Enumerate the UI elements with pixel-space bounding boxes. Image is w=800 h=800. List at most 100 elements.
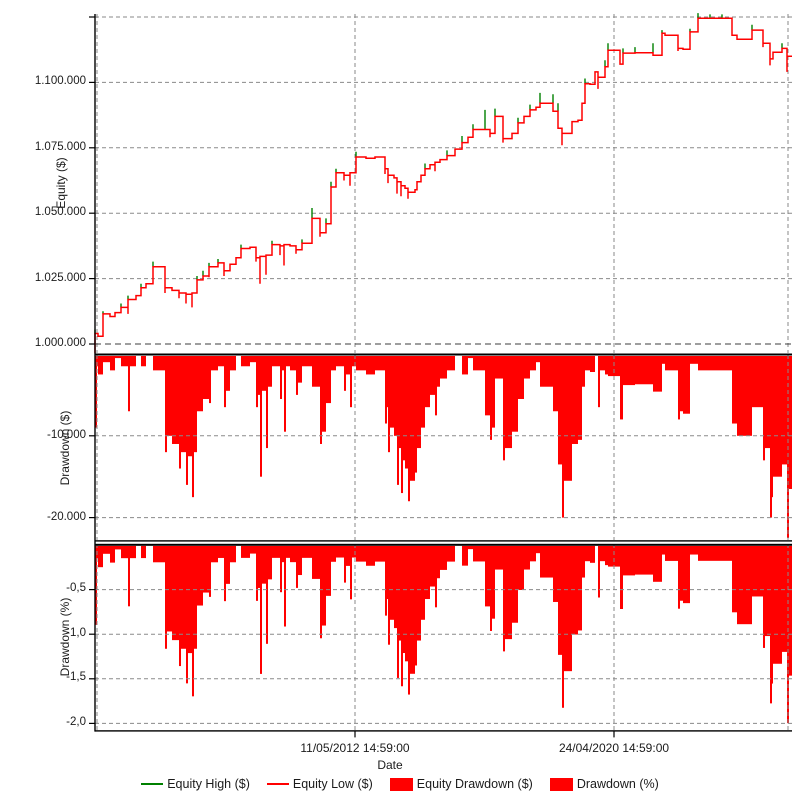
equity-drawdown-bar [350, 356, 356, 367]
drawdown-pct-spike [401, 546, 403, 687]
drawdown-pct-bar [326, 546, 331, 596]
equity-drawdown-spike [256, 356, 258, 408]
equity-drawdown-bar [366, 356, 375, 375]
equity-drawdown-bar [562, 356, 572, 481]
drawdown-pct-bar [230, 546, 236, 563]
y-tick-mark [89, 722, 95, 724]
equity-high-series [94, 13, 783, 334]
equity-drawdown-bar [230, 356, 236, 371]
drawdown-pct-spike [562, 546, 564, 708]
equity-drawdown-bar [530, 356, 536, 371]
equity-drawdown-bar [553, 356, 558, 412]
equity-drawdown-bar [782, 356, 787, 465]
drawdown-pct-bar [430, 546, 435, 587]
drawdown-pct-bar [344, 546, 350, 566]
drawdown-pct-bar [302, 546, 312, 558]
drawdown-pct-spike [179, 546, 181, 667]
equity-drawdown-spike [344, 356, 346, 391]
drawdown-pct-bar [375, 546, 385, 562]
drawdown-pct-bar [524, 546, 530, 570]
equity-drawdown-bar [302, 356, 312, 367]
drawdown-pct-bar [172, 546, 179, 641]
drawdown-pct-bar [512, 546, 518, 623]
y-tick-mark [89, 81, 95, 83]
equity-drawdown-spike [165, 356, 167, 453]
equity-drawdown-bar [710, 356, 722, 371]
drawdown-pct-bar [197, 546, 203, 606]
equity-drawdown-spike [128, 356, 130, 412]
equity-drawdown-bar [473, 356, 485, 371]
equity-drawdown-spike [266, 356, 268, 449]
drawdown-pct-tick-label: -2,0 [66, 716, 86, 728]
equity-drawdown-bar [773, 356, 782, 477]
y-tick-mark [89, 278, 95, 280]
equity-drawdown-bar [540, 356, 553, 387]
equity-drawdown-bar [623, 356, 635, 386]
drawdown-pct-bar [98, 546, 103, 568]
drawdown-pct-bar [272, 546, 280, 558]
drawdown-pct-bar [665, 546, 678, 561]
legend-label: Equity High ($) [167, 777, 250, 791]
chart-legend: Equity High ($) Equity Low ($) Equity Dr… [0, 777, 800, 791]
equity-drawdown-spike [503, 356, 505, 461]
drawdown-pct-bar [678, 546, 683, 601]
drawdown-pct-spike [344, 546, 346, 583]
equity-drawdown-bar [495, 356, 503, 379]
equity-drawdown-spike [763, 356, 765, 461]
date-axis-title: Date [377, 758, 403, 772]
drawdown-pct-bar [662, 546, 665, 555]
equity-drawdown-bar [336, 356, 344, 367]
drawdown-pct-bar [653, 546, 662, 582]
equity-drawdown-spike [179, 356, 181, 469]
equity-drawdown-bar [503, 356, 512, 449]
equity-drawdown-bar [415, 356, 417, 473]
drawdown-pct-spike [320, 546, 322, 639]
drawdown-pct-bar [290, 546, 296, 563]
equity-drawdown-bar [620, 356, 623, 420]
drawdown-pct-bar [787, 546, 792, 676]
drawdown-pct-bar [224, 546, 230, 584]
drawdown-dollar-tick-label: -20.000 [46, 511, 86, 523]
drawdown-pct-bar [179, 546, 186, 649]
equity-drawdown-bar [524, 356, 530, 379]
drawdown-pct-bar [218, 546, 224, 558]
drawdown-pct-bar [722, 546, 732, 561]
legend-label: Equity Low ($) [292, 777, 373, 791]
equity-drawdown-spike [388, 356, 390, 453]
drawdown-pct-spike [503, 546, 505, 652]
equity-drawdown-bar [653, 356, 662, 392]
equity-drawdown-bar [536, 356, 540, 363]
y-tick-mark [89, 343, 95, 345]
drawdown-pct-spike [284, 546, 286, 627]
equity-drawdown-bar [165, 356, 172, 436]
equity-drawdown-bar [698, 356, 710, 371]
date-tick-label: 11/05/2012 14:59:00 [300, 741, 410, 755]
drawdown-pct-spike [296, 546, 298, 588]
equity-drawdown-bar [440, 356, 447, 379]
equity-drawdown-bar [103, 356, 110, 363]
equity-drawdown-bar [186, 356, 192, 457]
equity-drawdown-bar [608, 356, 620, 377]
drawdown-pct-bar [408, 546, 415, 674]
equity-drawdown-bar [260, 356, 266, 391]
equity-drawdown-spike [385, 356, 387, 424]
equity-drawdown-bar [578, 356, 582, 440]
drawdown-pct-spike [385, 546, 387, 616]
equity-drawdown-bar [518, 356, 524, 399]
equity-drawdown-spike [490, 356, 492, 440]
drawdown-pct-bar [425, 546, 430, 600]
y-tick-mark [89, 633, 95, 635]
drawdown-pct-bar [553, 546, 558, 602]
equity-drawdown-bar [197, 356, 203, 412]
drawdown-pct-spike [598, 546, 600, 598]
equity-drawdown-bar [250, 356, 256, 363]
equity-drawdown-bar [582, 356, 585, 387]
drawdown-pct-tick-label: -1,5 [66, 671, 86, 683]
equity-drawdown-bar [375, 356, 385, 371]
y-tick-mark [89, 517, 95, 519]
equity-drawdown-bar [425, 356, 430, 408]
equity-drawdown-bar [388, 356, 394, 428]
x-tick-mark [354, 731, 356, 738]
drawdown-pct-bar [447, 546, 455, 562]
equity-drawdown-bar [558, 356, 562, 465]
